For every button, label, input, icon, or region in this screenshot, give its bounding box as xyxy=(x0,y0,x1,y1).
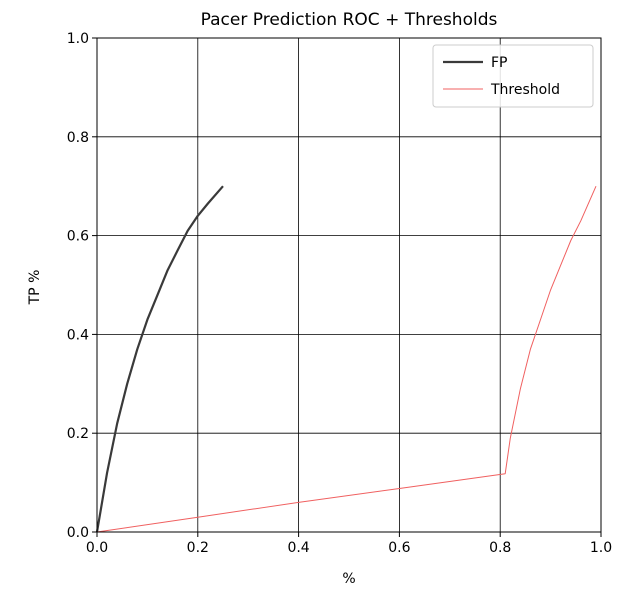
legend-label-threshold: Threshold xyxy=(490,82,560,98)
y-tick-label: 0.6 xyxy=(67,229,89,245)
plot-frame xyxy=(96,37,602,533)
x-tick-label: 0.6 xyxy=(388,540,410,556)
x-tick-label: 0.4 xyxy=(287,540,309,556)
x-tick-label: 0.8 xyxy=(489,540,511,556)
y-tick-label: 0.2 xyxy=(67,426,89,442)
x-axis-label: % xyxy=(342,571,355,587)
legend-box xyxy=(432,44,594,108)
axis-ticks: 0.0 0.2 0.4 0.6 0.8 1.0 0.0 0.2 0.4 0.6 0.8 1.0 xyxy=(67,31,612,556)
y-tick-label: 0.8 xyxy=(67,130,89,146)
series-lines xyxy=(95,185,597,533)
x-tick-label: 1.0 xyxy=(590,540,612,556)
legend-label-fp: FP xyxy=(491,55,508,71)
series-line-fp xyxy=(95,185,224,533)
grid-lines xyxy=(96,37,602,533)
y-tick-label: 0.4 xyxy=(67,327,89,343)
series-line-threshold xyxy=(96,185,597,533)
x-tick-label: 0.0 xyxy=(86,540,108,556)
y-axis-label: TP % xyxy=(27,270,43,306)
chart-title: Pacer Prediction ROC + Thresholds xyxy=(201,10,498,30)
legend: FP Threshold xyxy=(432,44,594,108)
x-tick-label: 0.2 xyxy=(187,540,209,556)
y-tick-label: 0.0 xyxy=(67,525,89,541)
y-tick-label: 1.0 xyxy=(67,31,89,47)
